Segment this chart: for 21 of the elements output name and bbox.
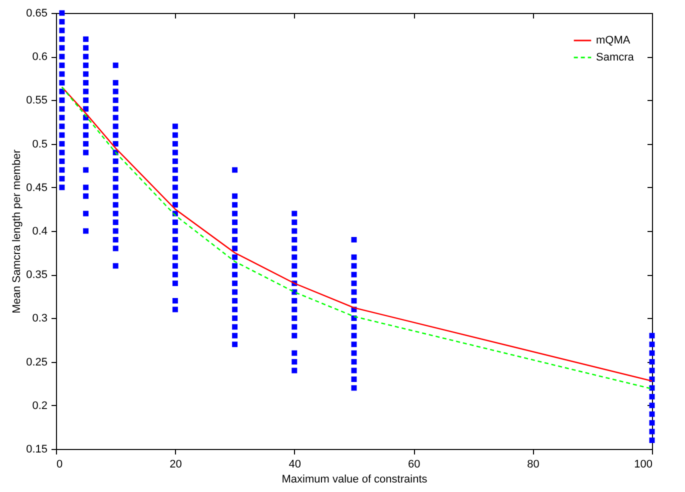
legend-label: Samcra — [596, 52, 635, 64]
y-tick-label: 0.6 — [32, 51, 48, 64]
y-tick-label: 0.55 — [26, 94, 48, 107]
y-axis-title: Mean Samcra length per member — [11, 149, 24, 314]
x-tick-label: 0 — [56, 458, 63, 470]
y-tick-label: 0.4 — [32, 226, 48, 238]
legend-label: mQMA — [596, 34, 631, 46]
y-tick-label: 0.35 — [26, 269, 48, 282]
y-tick-label: 0.5 — [32, 138, 48, 150]
y-tick-label: 0.15 — [26, 444, 48, 456]
x-tick-label: 40 — [288, 458, 302, 470]
x-tick-label: 100 — [634, 458, 652, 470]
x-tick-label: 20 — [170, 458, 182, 470]
y-tick-label: 0.25 — [26, 356, 48, 368]
x-tick-label: 60 — [408, 458, 420, 470]
x-axis-title: Maximum value of constraints — [282, 474, 428, 486]
x-tick-label: 80 — [527, 458, 540, 470]
y-tick-label: 0.2 — [32, 400, 48, 412]
y-tick-label: 0.65 — [26, 8, 48, 20]
y-tick-label: 0.3 — [32, 312, 48, 325]
y-tick-label: 0.45 — [26, 182, 48, 194]
